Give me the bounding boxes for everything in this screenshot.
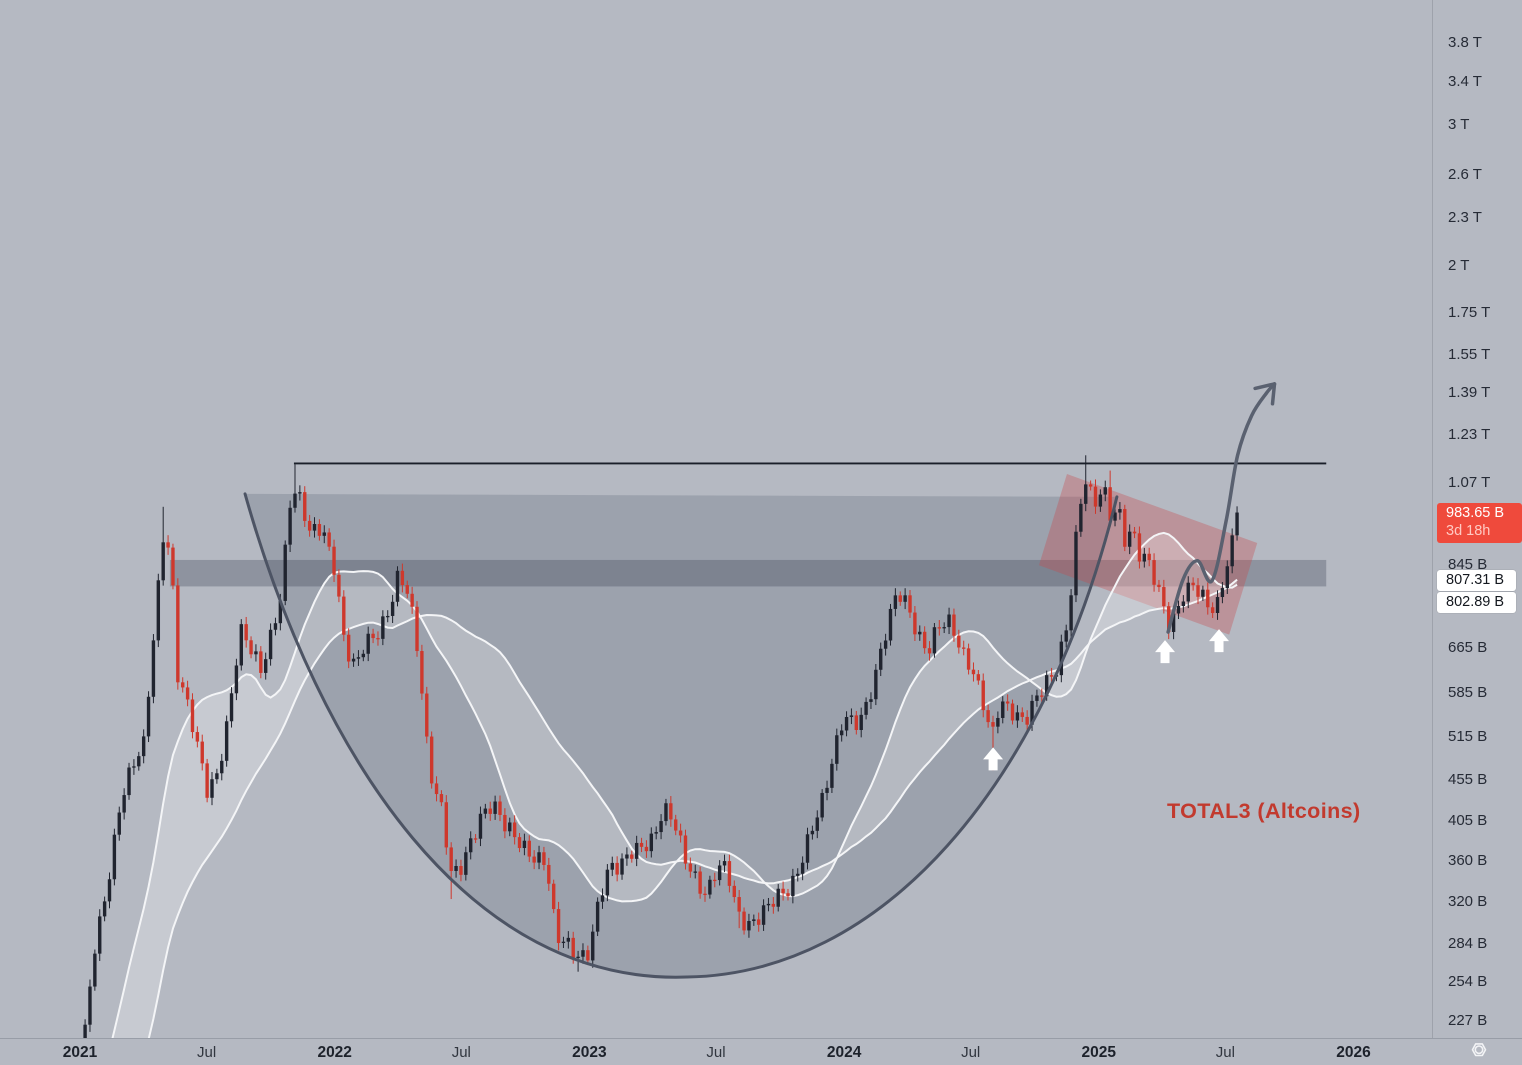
price-axis-label: 2.3 T bbox=[1448, 208, 1482, 226]
price-axis-label: 3.4 T bbox=[1448, 73, 1482, 91]
time-axis-year-label: 2024 bbox=[826, 1044, 862, 1061]
settings-icon[interactable] bbox=[1465, 1038, 1493, 1065]
price-axis-label: 405 B bbox=[1448, 811, 1488, 829]
cup-pattern-fill[interactable] bbox=[245, 493, 1117, 978]
time-axis-year-label: 2026 bbox=[1336, 1044, 1371, 1061]
candles-layer[interactable] bbox=[83, 455, 1239, 1055]
projection-arrow[interactable] bbox=[1166, 382, 1277, 634]
time-axis-month-label: Jul bbox=[451, 1044, 471, 1061]
price-axis-label: 515 B bbox=[1448, 728, 1488, 746]
cup-pattern-outline[interactable] bbox=[243, 492, 1119, 979]
last-price-value: 983.65 B bbox=[1446, 505, 1505, 522]
price-axis-label: 585 B bbox=[1448, 683, 1488, 701]
symbol-label[interactable]: TOTAL3 (Altcoins) bbox=[1167, 799, 1361, 823]
time-axis[interactable]: 2021 Jul 2022 Jul 2023 Jul 2024 Jul 2025 Jul 2026 bbox=[0, 1038, 1522, 1065]
price-axis-label: 3 T bbox=[1448, 116, 1470, 134]
price-axis-label: 2 T bbox=[1448, 257, 1470, 275]
price-axis-label: 2.6 T bbox=[1448, 166, 1482, 184]
ma-badge-fast: 807.31 B bbox=[1437, 570, 1516, 592]
price-axis-label: 665 B bbox=[1448, 639, 1488, 657]
price-axis-label: 1.23 T bbox=[1448, 425, 1491, 443]
up-arrow-icon bbox=[1209, 629, 1230, 653]
up-arrow-icon bbox=[983, 747, 1004, 771]
price-axis-label: 254 B bbox=[1448, 973, 1488, 991]
time-axis-year-label: 2025 bbox=[1081, 1044, 1117, 1061]
time-axis-month-label: Jul bbox=[961, 1044, 981, 1061]
breakout-arrows[interactable] bbox=[983, 629, 1230, 771]
price-axis-label: 1.75 T bbox=[1448, 303, 1491, 321]
price-axis-label: 1.07 T bbox=[1448, 474, 1491, 492]
time-axis-year-label: 2023 bbox=[572, 1044, 607, 1061]
ma-ribbon-fill bbox=[112, 532, 1238, 1038]
projection-arrowhead bbox=[1253, 382, 1277, 406]
ma-badge-slow: 802.89 B bbox=[1437, 592, 1516, 614]
time-axis-month-label: Jul bbox=[1215, 1044, 1235, 1061]
price-axis-label: 320 B bbox=[1448, 893, 1488, 911]
time-axis-year-label: 2021 bbox=[62, 1044, 98, 1061]
time-axis-year-label: 2022 bbox=[317, 1044, 352, 1061]
price-axis-label: 1.39 T bbox=[1448, 383, 1491, 401]
price-axis-label: 227 B bbox=[1448, 1012, 1488, 1030]
price-axis-label: 455 B bbox=[1448, 771, 1488, 789]
plot-pane bbox=[83, 382, 1327, 1065]
time-axis-month-label: Jul bbox=[706, 1044, 726, 1061]
bar-countdown: 3d 18h bbox=[1446, 522, 1491, 539]
up-arrow-icon bbox=[1155, 640, 1176, 664]
gear-hexagon bbox=[1471, 1043, 1487, 1057]
ma-slow-line[interactable] bbox=[85, 578, 1238, 1065]
price-axis[interactable]: 983.65 B 3d 18h 807.31 B 802.89 B 3.8 T 3… bbox=[1432, 0, 1522, 1038]
price-axis-label: 284 B bbox=[1448, 934, 1488, 952]
resistance-zone[interactable] bbox=[169, 559, 1327, 587]
price-axis-label: 3.8 T bbox=[1448, 34, 1482, 52]
last-price-badge: 983.65 B 3d 18h bbox=[1437, 503, 1522, 544]
time-axis-month-label: Jul bbox=[196, 1044, 217, 1061]
gear-center bbox=[1474, 1045, 1484, 1055]
price-axis-label: 845 B bbox=[1448, 556, 1488, 574]
price-axis-label: 1.55 T bbox=[1448, 345, 1491, 363]
price-axis-label: 360 B bbox=[1448, 852, 1488, 870]
